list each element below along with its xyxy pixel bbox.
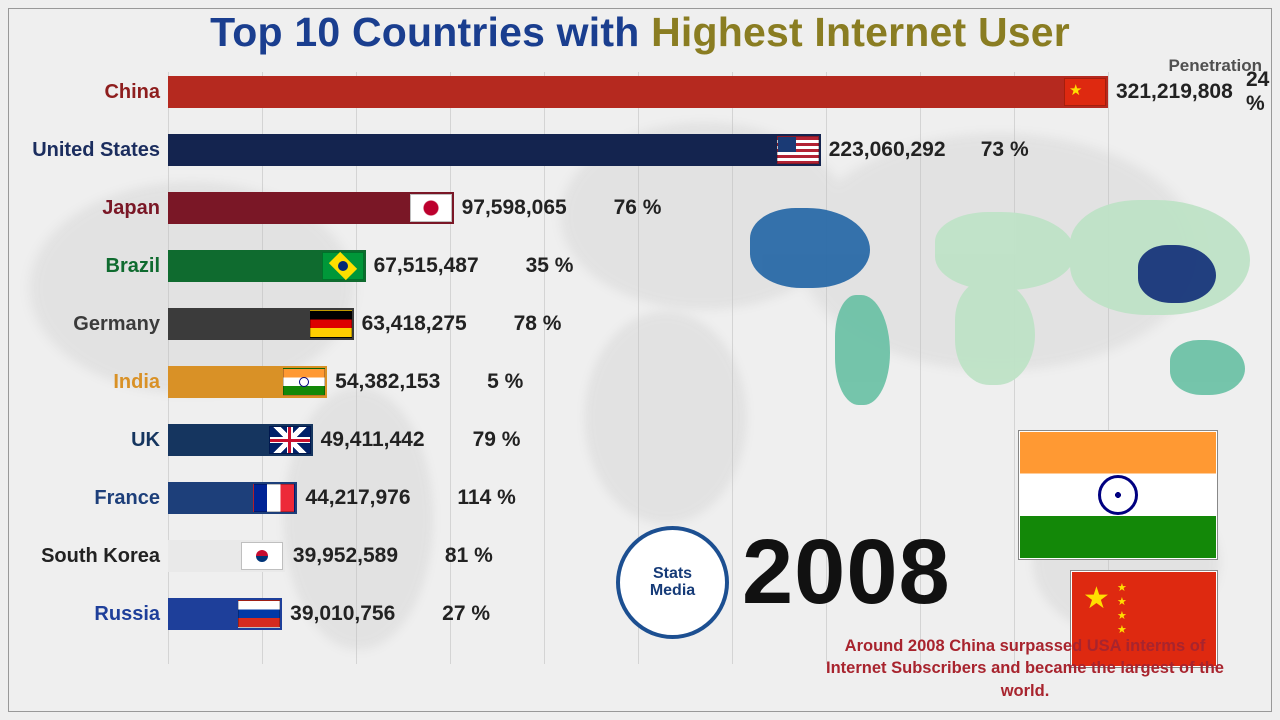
map-land — [750, 208, 870, 288]
flag-icon — [310, 310, 352, 338]
flag-icon — [410, 194, 452, 222]
country-label: Russia — [10, 598, 160, 630]
penetration-label: 114 % — [457, 482, 515, 514]
penetration-label: 27 % — [442, 598, 490, 630]
country-label: Brazil — [10, 250, 160, 282]
flag-icon — [322, 252, 364, 280]
value-label: 97,598,065 — [462, 192, 567, 224]
bar — [168, 76, 1108, 108]
highlight-flag-india — [1018, 430, 1218, 560]
flag-icon — [269, 426, 311, 454]
country-label: United States — [10, 134, 160, 166]
value-label: 63,418,275 — [362, 308, 467, 340]
penetration-label: 78 % — [514, 308, 562, 340]
country-label: Germany — [10, 308, 160, 340]
value-label: 39,010,756 — [290, 598, 395, 630]
page-title: Top 10 Countries with Highest Internet U… — [0, 9, 1280, 56]
map-land — [935, 212, 1075, 290]
map-land — [1170, 340, 1245, 395]
year-display: 2008 — [742, 520, 951, 625]
country-label: Japan — [10, 192, 160, 224]
map-land — [955, 280, 1035, 385]
penetration-label: 79 % — [473, 424, 521, 456]
country-label: France — [10, 482, 160, 514]
country-label: UK — [10, 424, 160, 456]
logo-line-1: Stats — [650, 566, 695, 583]
flag-icon — [238, 600, 280, 628]
title-part-1: Top 10 Countries with — [210, 9, 651, 55]
title-part-2: Highest Internet User — [651, 9, 1070, 55]
value-label: 44,217,976 — [305, 482, 410, 514]
flag-icon — [283, 368, 325, 396]
value-label: 49,411,442 — [321, 424, 425, 456]
country-label: India — [10, 366, 160, 398]
logo-line-2: Media — [650, 583, 695, 600]
flag-icon — [777, 136, 819, 164]
value-label: 321,219,808 — [1116, 76, 1233, 108]
caption-text: Around 2008 China surpassed USA interms … — [815, 635, 1235, 702]
value-label: 54,382,153 — [335, 366, 440, 398]
flag-icon — [241, 542, 283, 570]
penetration-label: 35 % — [526, 250, 574, 282]
map-land — [835, 295, 890, 405]
stats-media-logo: Stats Media — [620, 530, 725, 635]
penetration-label: 5 % — [487, 366, 523, 398]
value-label: 223,060,292 — [829, 134, 946, 166]
penetration-label: 24 % — [1246, 76, 1269, 108]
mini-world-map — [740, 190, 1260, 450]
chart-row: United States223,060,29273 % — [168, 134, 1108, 166]
penetration-label: 73 % — [981, 134, 1029, 166]
flag-icon — [1064, 78, 1106, 106]
country-label: South Korea — [10, 540, 160, 572]
chart-row: France44,217,976114 % — [168, 482, 1108, 514]
chart-row: China321,219,80824 % — [168, 76, 1108, 108]
flag-icon — [253, 484, 295, 512]
value-label: 67,515,487 — [374, 250, 479, 282]
value-label: 39,952,589 — [293, 540, 398, 572]
country-label: China — [10, 76, 160, 108]
map-land — [1138, 245, 1216, 303]
penetration-label: 76 % — [614, 192, 662, 224]
bar — [168, 134, 821, 166]
penetration-label: 81 % — [445, 540, 493, 572]
